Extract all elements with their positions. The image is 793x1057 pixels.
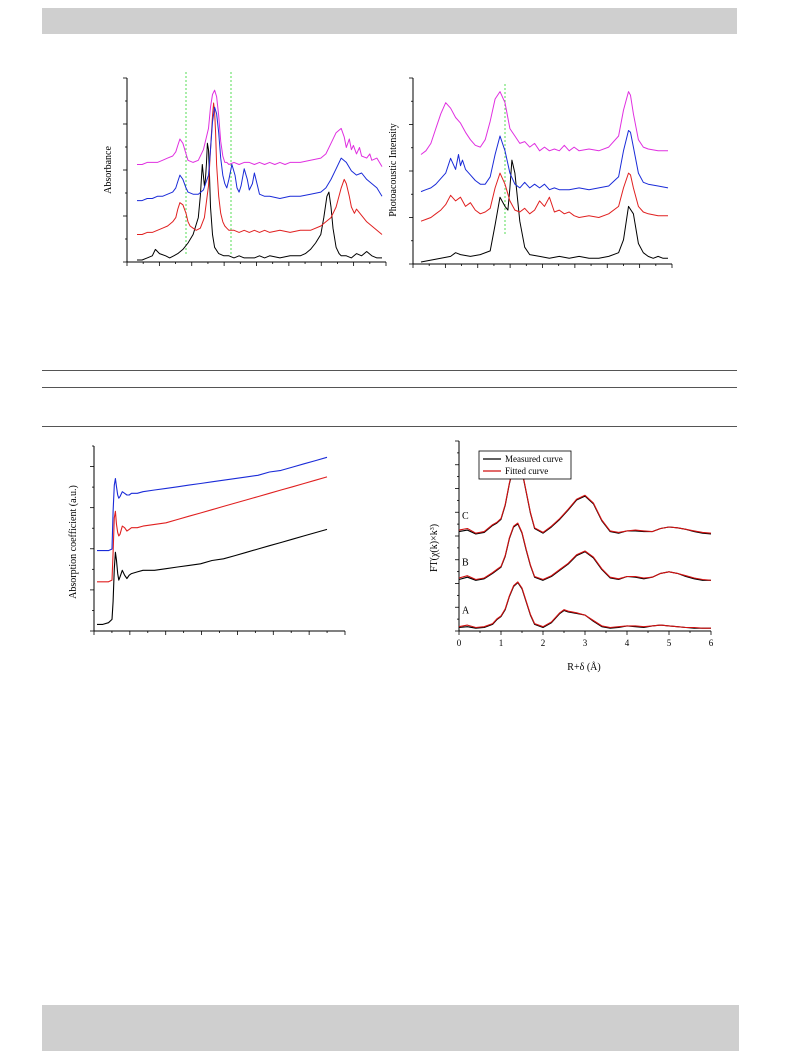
ft-x-tick-label: 3 — [583, 638, 588, 648]
absorbance-series-line — [137, 142, 382, 261]
ft-x-tick-label: 0 — [457, 638, 462, 648]
ft-ylabel-sup: 3 — [430, 527, 436, 530]
absorption-ylabel: Absorption coefficient (a.u.) — [68, 485, 79, 599]
absorbance-series-line — [137, 106, 383, 202]
ft-ylabel: FT(χ(k)×k3) — [429, 524, 440, 572]
ft-curve-label-B: B — [462, 557, 469, 568]
ft-ylabel-close: ) — [429, 524, 440, 527]
absorption-series-line — [97, 528, 328, 625]
rule-bottom — [42, 426, 737, 427]
absorbance-ylabel: Absorbance — [103, 146, 114, 194]
ft-curve-label-C: C — [462, 511, 469, 522]
ft-series-line-B — [458, 523, 711, 581]
footer-bar — [42, 1005, 739, 1051]
ft-x-tick-label: 1 — [499, 638, 504, 648]
photoacoustic-series-line — [420, 130, 669, 193]
ft-series-line-A — [458, 581, 711, 629]
ft-ylabel-main: FT(χ(k)×k — [429, 530, 440, 572]
photoacoustic-series-line — [420, 172, 668, 222]
ft-legend-label: Measured curve — [505, 454, 563, 464]
rule-middle — [42, 387, 737, 388]
ft-series-line-A — [458, 582, 711, 629]
ft-xlabel: R+δ (Å) — [567, 661, 600, 673]
ft-series-line-C — [458, 459, 712, 534]
photoacoustic-series-line — [420, 91, 668, 155]
absorption-series-line — [97, 456, 328, 552]
absorbance-series-line — [137, 102, 383, 235]
ft-x-tick-label: 6 — [709, 638, 714, 648]
ft-x-tick-label: 2 — [541, 638, 546, 648]
absorption-series-line — [97, 476, 328, 583]
ft-x-tick-label: 5 — [667, 638, 672, 648]
ft-legend-box — [478, 450, 572, 480]
ft-x-tick-label: 4 — [625, 638, 630, 648]
photoacoustic-ylabel: Photoacoustic Intensity — [388, 123, 399, 217]
ft-curve-label-A: A — [462, 605, 470, 616]
rule-top — [42, 370, 737, 371]
ft-series-line-B — [458, 522, 712, 581]
photoacoustic-series-line — [420, 159, 668, 263]
absorbance-series-line — [137, 89, 383, 167]
ft-legend-label: Fitted curve — [505, 466, 548, 476]
header-bar — [42, 8, 737, 34]
